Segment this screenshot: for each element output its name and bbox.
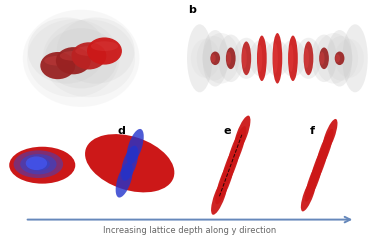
Ellipse shape xyxy=(187,24,212,92)
Ellipse shape xyxy=(26,156,47,170)
Ellipse shape xyxy=(220,139,241,191)
Text: b: b xyxy=(188,5,196,15)
Ellipse shape xyxy=(43,19,135,97)
Ellipse shape xyxy=(75,46,103,56)
Ellipse shape xyxy=(191,39,220,78)
Ellipse shape xyxy=(296,38,321,79)
Ellipse shape xyxy=(335,39,364,78)
Ellipse shape xyxy=(257,36,267,81)
Ellipse shape xyxy=(91,41,118,51)
Ellipse shape xyxy=(210,51,220,65)
Ellipse shape xyxy=(226,47,236,69)
Ellipse shape xyxy=(197,36,230,81)
Ellipse shape xyxy=(60,51,87,61)
Ellipse shape xyxy=(126,129,144,164)
Ellipse shape xyxy=(226,52,231,65)
Ellipse shape xyxy=(320,52,324,65)
Ellipse shape xyxy=(288,45,293,72)
Ellipse shape xyxy=(121,146,138,181)
Ellipse shape xyxy=(23,10,139,107)
Ellipse shape xyxy=(288,36,298,81)
Ellipse shape xyxy=(56,47,91,74)
Ellipse shape xyxy=(87,38,122,65)
Ellipse shape xyxy=(20,154,56,174)
Ellipse shape xyxy=(343,24,368,92)
Ellipse shape xyxy=(335,51,344,65)
Ellipse shape xyxy=(203,30,228,87)
Ellipse shape xyxy=(85,134,174,192)
Ellipse shape xyxy=(249,40,274,77)
Ellipse shape xyxy=(273,33,282,84)
Ellipse shape xyxy=(315,33,352,84)
Ellipse shape xyxy=(233,38,259,79)
Ellipse shape xyxy=(57,17,135,84)
Ellipse shape xyxy=(211,178,228,215)
Text: d: d xyxy=(118,126,126,136)
Ellipse shape xyxy=(27,158,50,171)
Ellipse shape xyxy=(44,56,71,66)
Ellipse shape xyxy=(9,147,75,184)
Ellipse shape xyxy=(233,116,250,153)
Ellipse shape xyxy=(335,54,340,62)
Ellipse shape xyxy=(28,17,105,84)
Ellipse shape xyxy=(311,34,337,82)
Ellipse shape xyxy=(211,54,216,62)
Ellipse shape xyxy=(71,42,106,69)
Ellipse shape xyxy=(265,40,290,76)
Ellipse shape xyxy=(242,48,247,68)
Ellipse shape xyxy=(203,33,240,84)
Ellipse shape xyxy=(218,34,243,82)
Ellipse shape xyxy=(14,150,63,178)
Ellipse shape xyxy=(304,42,313,75)
Ellipse shape xyxy=(258,45,262,72)
Ellipse shape xyxy=(305,158,323,202)
Ellipse shape xyxy=(241,42,251,75)
Ellipse shape xyxy=(309,141,329,189)
Text: f: f xyxy=(310,126,315,136)
Ellipse shape xyxy=(327,30,352,87)
Ellipse shape xyxy=(319,47,329,69)
Ellipse shape xyxy=(280,40,306,77)
Ellipse shape xyxy=(226,126,246,173)
Text: e: e xyxy=(223,126,230,136)
Ellipse shape xyxy=(322,119,338,153)
Ellipse shape xyxy=(215,157,235,204)
Ellipse shape xyxy=(273,43,278,73)
Ellipse shape xyxy=(116,162,133,198)
Ellipse shape xyxy=(315,129,334,173)
Ellipse shape xyxy=(304,48,309,68)
Ellipse shape xyxy=(325,36,358,81)
Ellipse shape xyxy=(40,52,75,79)
Text: Increasing lattice depth along y direction: Increasing lattice depth along y directi… xyxy=(103,226,277,235)
Ellipse shape xyxy=(45,28,118,88)
Ellipse shape xyxy=(27,19,120,97)
Ellipse shape xyxy=(301,177,316,211)
